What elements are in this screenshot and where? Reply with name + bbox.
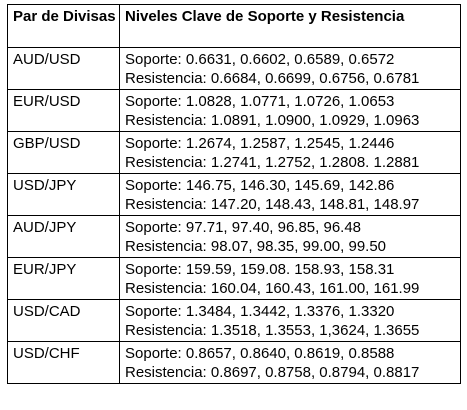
levels-cell: Soporte: 97.71, 97.40, 96.85, 96.48 Resi…: [119, 215, 461, 258]
levels-cell: Soporte: 1.0828, 1.0771, 1.0726, 1.0653 …: [119, 89, 461, 132]
table-row: USD/CAD Soporte: 1.3484, 1.3442, 1.3376,…: [7, 299, 461, 342]
resistance-levels: Resistencia: 0.6684, 0.6699, 0.6756, 0.6…: [125, 70, 420, 87]
currency-pair-cell: EUR/JPY: [7, 257, 120, 300]
currency-pair-cell: AUD/JPY: [7, 215, 120, 258]
levels-cell: Soporte: 1.3484, 1.3442, 1.3376, 1.3320 …: [119, 299, 461, 342]
currency-pair-cell: USD/JPY: [7, 173, 120, 216]
currency-pair-cell: AUD/USD: [7, 47, 120, 90]
resistance-levels: Resistencia: 1.3518, 1.3553, 1,3624, 1.3…: [125, 322, 420, 339]
resistance-levels: Resistencia: 1.0891, 1.0900, 1.0929, 1.0…: [125, 112, 420, 129]
levels-cell: Soporte: 0.8657, 0.8640, 0.8619, 0.8588 …: [119, 341, 461, 384]
support-levels: Soporte: 0.8657, 0.8640, 0.8619, 0.8588: [125, 345, 395, 362]
table-row: AUD/JPY Soporte: 97.71, 97.40, 96.85, 96…: [7, 215, 461, 258]
support-levels: Soporte: 1.3484, 1.3442, 1.3376, 1.3320: [125, 303, 395, 320]
table-row: EUR/JPY Soporte: 159.59, 159.08. 158.93,…: [7, 257, 461, 300]
currency-pair-cell: EUR/USD: [7, 89, 120, 132]
support-levels: Soporte: 146.75, 146.30, 145.69, 142.86: [125, 177, 395, 194]
support-levels: Soporte: 159.59, 159.08. 158.93, 158.31: [125, 261, 395, 278]
table-row: AUD/USD Soporte: 0.6631, 0.6602, 0.6589,…: [7, 47, 461, 90]
table-row: EUR/USD Soporte: 1.0828, 1.0771, 1.0726,…: [7, 89, 461, 132]
table-row: GBP/USD Soporte: 1.2674, 1.2587, 1.2545,…: [7, 131, 461, 174]
table-header-row: Par de Divisas Niveles Clave de Soporte …: [7, 4, 461, 48]
resistance-levels: Resistencia: 0.8697, 0.8758, 0.8794, 0.8…: [125, 364, 420, 381]
currency-pair-cell: USD/CHF: [7, 341, 120, 384]
levels-cell: Soporte: 159.59, 159.08. 158.93, 158.31 …: [119, 257, 461, 300]
levels-cell: Soporte: 1.2674, 1.2587, 1.2545, 1.2446 …: [119, 131, 461, 174]
resistance-levels: Resistencia: 160.04, 160.43, 161.00, 161…: [125, 280, 420, 297]
currency-pair-cell: GBP/USD: [7, 131, 120, 174]
table-row: USD/JPY Soporte: 146.75, 146.30, 145.69,…: [7, 173, 461, 216]
levels-cell: Soporte: 146.75, 146.30, 145.69, 142.86 …: [119, 173, 461, 216]
resistance-levels: Resistencia: 147.20, 148.43, 148.81, 148…: [125, 196, 420, 213]
table-row: USD/CHF Soporte: 0.8657, 0.8640, 0.8619,…: [7, 341, 461, 384]
resistance-levels: Resistencia: 98.07, 98.35, 99.00, 99.50: [125, 238, 387, 255]
support-levels: Soporte: 1.2674, 1.2587, 1.2545, 1.2446: [125, 135, 395, 152]
levels-cell: Soporte: 0.6631, 0.6602, 0.6589, 0.6572 …: [119, 47, 461, 90]
support-levels: Soporte: 97.71, 97.40, 96.85, 96.48: [125, 219, 362, 236]
support-levels: Soporte: 1.0828, 1.0771, 1.0726, 1.0653: [125, 93, 395, 110]
header-key-levels: Niveles Clave de Soporte y Resistencia: [119, 4, 461, 48]
resistance-levels: Resistencia: 1.2741, 1.2752, 1.2808. 1.2…: [125, 154, 420, 171]
support-levels: Soporte: 0.6631, 0.6602, 0.6589, 0.6572: [125, 51, 395, 68]
support-resistance-table: Par de Divisas Niveles Clave de Soporte …: [7, 4, 461, 384]
currency-pair-cell: USD/CAD: [7, 299, 120, 342]
header-currency-pair: Par de Divisas: [7, 4, 120, 48]
